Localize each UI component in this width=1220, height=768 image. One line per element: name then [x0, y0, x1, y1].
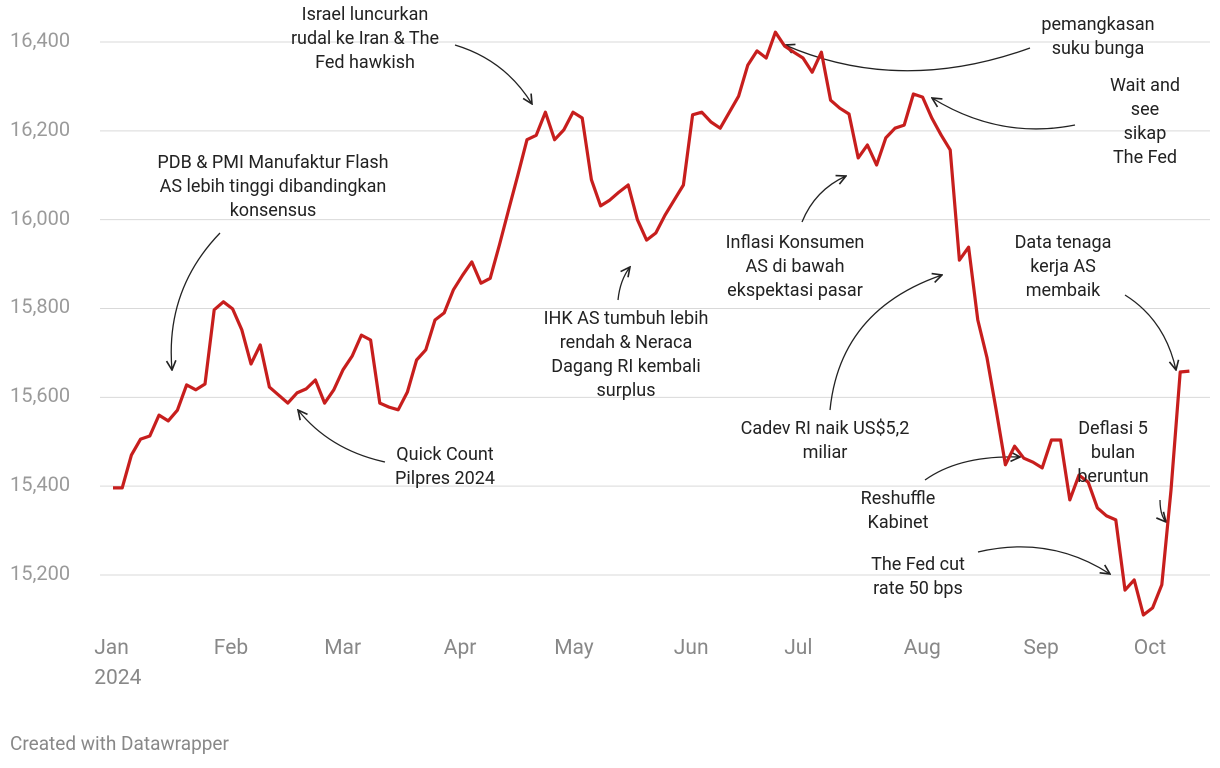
arrow — [454, 44, 532, 104]
y-tick-label: 15,800 — [10, 294, 71, 319]
annotation: The Fed cut rate 50 bps — [871, 554, 965, 599]
x-tick-label: Sep — [1023, 636, 1059, 660]
annotation: Inflasi Konsumen AS di bawah ekspektasi … — [725, 232, 865, 301]
y-tick-label: 16,200 — [10, 116, 71, 141]
arrow — [932, 98, 1076, 130]
annotation: Israel luncurkan rudal ke Iran & The Fed… — [290, 4, 440, 73]
arrow — [829, 275, 942, 411]
y-tick-label: 15,600 — [10, 383, 71, 408]
arrow — [977, 546, 1110, 574]
x-tick-label: Jan 2024 — [94, 636, 142, 690]
y-tick-label: 16,400 — [10, 28, 71, 52]
arrow — [801, 176, 846, 223]
annotation: Quick Count Pilpres 2024 — [395, 444, 495, 489]
x-tick-label: Aug — [903, 636, 941, 660]
footer: Created with Datawrapper — [10, 732, 229, 755]
x-tick-label: Jul — [784, 636, 813, 660]
arrow — [298, 410, 386, 463]
annotation: PDB & PMI Manufaktur Flash AS lebih ting… — [157, 152, 389, 221]
annotation-arrows — [171, 45, 1176, 574]
annotation: Deflasi 5 bulan beruntun — [1077, 418, 1149, 487]
y-tick-label: 15,400 — [10, 472, 71, 497]
x-tick-label: Jun — [673, 636, 709, 660]
arrow — [617, 267, 630, 301]
arrow — [1160, 499, 1166, 522]
annotation: Cadev RI naik US$5,2 miliar — [740, 418, 910, 463]
y-tick-label: 15,200 — [10, 560, 71, 585]
annotation: IHK AS tumbuh lebih rendah & Neraca Daga… — [543, 308, 709, 401]
line — [113, 30, 1190, 617]
x-tick-label: Oct — [1133, 636, 1167, 660]
y-tick-label: 16,000 — [10, 205, 71, 230]
annotation: Reshuffle Kabinet — [860, 488, 936, 533]
x-tick-label: Feb — [213, 636, 249, 660]
annotation: Data tenaga kerja AS membaik — [1014, 232, 1112, 301]
x-tick-label: Mar — [324, 636, 362, 660]
x-tick-label: May — [554, 636, 594, 660]
arrow — [785, 45, 1031, 72]
arrow — [1124, 294, 1176, 370]
x-tick-label: Apr — [443, 636, 477, 660]
annotation: pemangkasan suku bunga — [1041, 14, 1155, 59]
arrow — [171, 232, 221, 370]
annotation: Wait and see sikap The Fed — [1109, 75, 1181, 168]
